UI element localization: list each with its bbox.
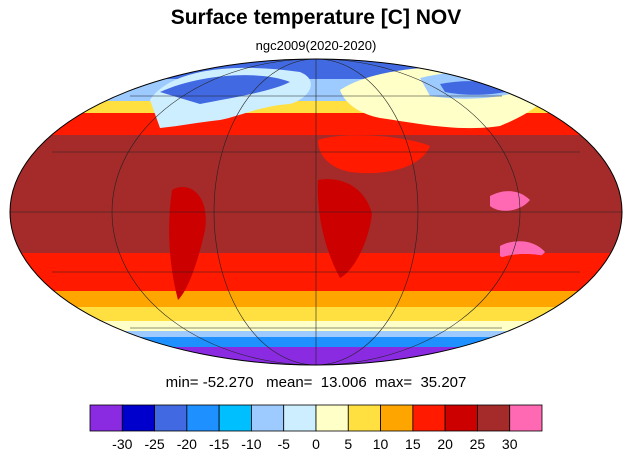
max-label: max= (375, 374, 413, 391)
plot-subtitle: ngc2009(2020-2020) (255, 38, 377, 53)
mean-label: mean= (266, 374, 313, 391)
canada-arctic-region (160, 75, 290, 104)
colorbar-tick-label: 5 (344, 436, 353, 452)
sahara-region (318, 135, 430, 174)
africa-region (317, 179, 372, 278)
colorbar-swatch (347, 404, 381, 432)
max-value: 35.207 (420, 374, 467, 391)
australia-region (500, 254, 574, 288)
colorbar-tick-label: 20 (437, 436, 453, 452)
colorbar-swatch (89, 404, 123, 432)
colorbar-labels: -30 -25 -20 -15 -10 -5 0 5 10 15 20 25 30 (0, 436, 632, 456)
min-label: min= (165, 374, 199, 391)
colorbar-swatch (251, 404, 285, 432)
colorbar-swatch (477, 404, 511, 432)
colorbar-tick-label: -10 (241, 436, 262, 452)
colorbar-tick-label: -20 (176, 436, 197, 452)
colorbar-tick-label: 10 (372, 436, 389, 452)
mean-value: 13.006 (320, 374, 367, 391)
min-value: -52.270 (202, 374, 254, 391)
map-border (9, 58, 623, 366)
colorbar-tick-label: -30 (112, 436, 133, 452)
colorbar-swatch (186, 404, 220, 432)
plot-title: Surface temperature [C] NOV (170, 6, 462, 29)
graticule (10, 59, 622, 365)
colorbar-swatch (121, 404, 155, 432)
colorbar-swatch (218, 404, 252, 432)
colorbar-swatch (412, 404, 446, 432)
colorbar (89, 404, 543, 432)
colorbar-swatch (444, 404, 478, 432)
colorbar-tick-label: 15 (405, 436, 421, 452)
colorbar-swatch (380, 404, 414, 432)
colorbar-tick-label: -5 (277, 436, 290, 452)
colorbar-tick-label: 0 (312, 436, 320, 452)
colorbar-tick-label: 30 (501, 436, 518, 452)
stats-line: min= -52.270 mean= 13.006 max= 35.207 (0, 374, 632, 391)
colorbar-swatch (509, 404, 543, 432)
colorbar-tick-label: -25 (144, 436, 165, 452)
colorbar-swatch (154, 404, 188, 432)
colorbar-tick-label: 25 (469, 436, 486, 452)
colorbar-swatch (283, 404, 317, 432)
world-temperature-map (9, 58, 623, 366)
colorbar-swatch (315, 404, 349, 432)
colorbar-tick-label: -15 (209, 436, 230, 452)
